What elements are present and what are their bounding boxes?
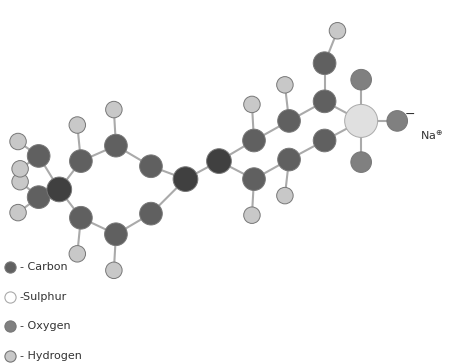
Circle shape bbox=[244, 207, 260, 223]
Circle shape bbox=[12, 161, 28, 177]
Text: - Carbon: - Carbon bbox=[19, 262, 67, 272]
Circle shape bbox=[243, 129, 265, 152]
Circle shape bbox=[140, 202, 162, 225]
Circle shape bbox=[70, 206, 92, 229]
Circle shape bbox=[173, 167, 198, 191]
Circle shape bbox=[27, 145, 50, 167]
Circle shape bbox=[47, 177, 72, 202]
Circle shape bbox=[70, 150, 92, 173]
Text: −: − bbox=[404, 108, 415, 121]
Circle shape bbox=[278, 110, 301, 132]
Point bbox=[7, 264, 14, 270]
Circle shape bbox=[140, 155, 162, 178]
Circle shape bbox=[329, 23, 346, 39]
Circle shape bbox=[278, 148, 301, 171]
Circle shape bbox=[351, 70, 372, 90]
Circle shape bbox=[277, 76, 293, 93]
Circle shape bbox=[12, 174, 28, 190]
Circle shape bbox=[243, 168, 265, 190]
Text: -Sulphur: -Sulphur bbox=[19, 292, 67, 302]
Circle shape bbox=[10, 133, 26, 150]
Circle shape bbox=[105, 134, 127, 157]
Circle shape bbox=[351, 152, 372, 173]
Text: - Oxygen: - Oxygen bbox=[19, 321, 70, 332]
Circle shape bbox=[387, 111, 408, 131]
Circle shape bbox=[313, 90, 336, 113]
Point bbox=[7, 353, 14, 359]
Circle shape bbox=[69, 117, 85, 133]
Circle shape bbox=[10, 204, 26, 221]
Circle shape bbox=[313, 52, 336, 75]
Circle shape bbox=[27, 186, 50, 209]
Circle shape bbox=[244, 96, 260, 113]
Circle shape bbox=[345, 104, 378, 137]
Text: - Hydrogen: - Hydrogen bbox=[19, 351, 82, 361]
Circle shape bbox=[69, 246, 85, 262]
Point bbox=[7, 324, 14, 329]
Circle shape bbox=[277, 187, 293, 204]
Point bbox=[7, 294, 14, 300]
Circle shape bbox=[106, 262, 122, 278]
Circle shape bbox=[313, 129, 336, 152]
Circle shape bbox=[207, 149, 231, 174]
Text: Na$^{\oplus}$: Na$^{\oplus}$ bbox=[420, 129, 443, 142]
Circle shape bbox=[106, 101, 122, 118]
Circle shape bbox=[105, 223, 127, 246]
